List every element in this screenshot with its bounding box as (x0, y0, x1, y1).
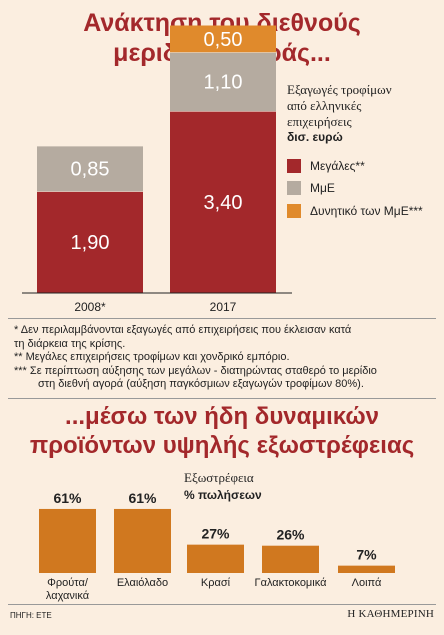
legend-unit: δισ. ευρώ (287, 130, 343, 144)
bar-value-label: 27% (201, 526, 230, 542)
footnote-line: στη διεθνή αγορά (αύξηση παγκόσμιων εξαγ… (38, 378, 364, 390)
legend-heading-line: Εξαγωγές τροφίμων (287, 82, 392, 97)
x-tick-label: Γαλακτοκομικά (255, 577, 328, 589)
legend-label-sme: ΜμΕ (310, 181, 335, 195)
legend-heading-line: από ελληνικές (287, 98, 362, 113)
footnote-line: *** Σε περίπτωση αύξησης των μεγάλων - δ… (14, 364, 377, 377)
legend-label-potential: Δυνητικό των ΜμΕ*** (310, 204, 423, 218)
source-note: ΠΗΓΗ: ΕΤΕ (10, 611, 52, 620)
bar-value-label: 1,10 (204, 72, 243, 94)
footnote-line: τη διάρκεια της κρίσης. (14, 337, 126, 350)
bar-chart-title: Εξωστρέφεια (184, 470, 254, 485)
footnote-line: ** Μεγάλες επιχειρήσεις τροφίμων και χον… (14, 351, 290, 363)
x-tick-label: Λοιπά (352, 577, 382, 589)
bar-value-label: 61% (128, 490, 157, 506)
brand-logo: Η ΚΑΘΗΜΕΡΙΝΗ (347, 608, 434, 620)
divider-top (8, 318, 436, 319)
legend-item-potential: Δυνητικό των ΜμΕ*** (287, 204, 423, 218)
export-bar (262, 545, 319, 573)
bar-segment-potential (170, 25, 276, 53)
bar-value-label: 0,50 (204, 29, 243, 51)
legend-swatch-large (287, 159, 301, 173)
legend-item-sme: ΜμΕ (287, 181, 335, 195)
legend-heading-line: επιχειρήσεις (287, 114, 352, 129)
export-bar (338, 565, 395, 573)
bar-segment-large (170, 111, 276, 293)
x-tick-label: Φρούτα/ (47, 577, 89, 589)
x-tick-label: Ελαιόλαδο (117, 577, 168, 589)
bar-value-label: 3,40 (204, 192, 243, 214)
legend-swatch-sme (287, 181, 301, 195)
bar-chart-unit: % πωλήσεων (184, 488, 262, 502)
divider-bottom (8, 604, 436, 605)
bar-value-label: 26% (276, 527, 305, 543)
export-bar (187, 544, 244, 573)
x-tick-label: 2008* (74, 300, 106, 314)
bottom-title-line2: προϊόντων υψηλής εξωστρέφειας (29, 432, 415, 459)
legend-item-large: Μεγάλες** (287, 159, 365, 173)
x-tick-label: λαχανικά (46, 590, 90, 602)
legend-swatch-potential (287, 204, 301, 218)
bar-value-label: 1,90 (71, 232, 110, 254)
legend-heading: Εξαγωγές τροφίμων από ελληνικές επιχειρή… (287, 82, 392, 130)
footnote-line: * Δεν περιλαμβάνονται εξαγωγές από επιχε… (14, 324, 352, 336)
export-bar (114, 508, 171, 573)
x-tick-label: 2017 (210, 300, 237, 314)
export-bar (39, 508, 96, 573)
x-tick-label: Κρασί (201, 577, 231, 589)
bar-value-label: 61% (53, 490, 82, 506)
bar-segment-sme (170, 52, 276, 112)
bar-segment-large (37, 191, 143, 293)
bar-segment-sme (37, 145, 143, 192)
bar-value-label: 0,85 (71, 159, 110, 181)
bar-value-label: 7% (356, 547, 377, 563)
footnotes: * Δεν περιλαμβάνονται εξαγωγές από επιχε… (14, 324, 434, 392)
bottom-title-line1: ...μέσω των ήδη δυναμικών (65, 403, 379, 430)
legend-label-large: Μεγάλες** (310, 159, 365, 173)
divider-middle (8, 398, 436, 399)
